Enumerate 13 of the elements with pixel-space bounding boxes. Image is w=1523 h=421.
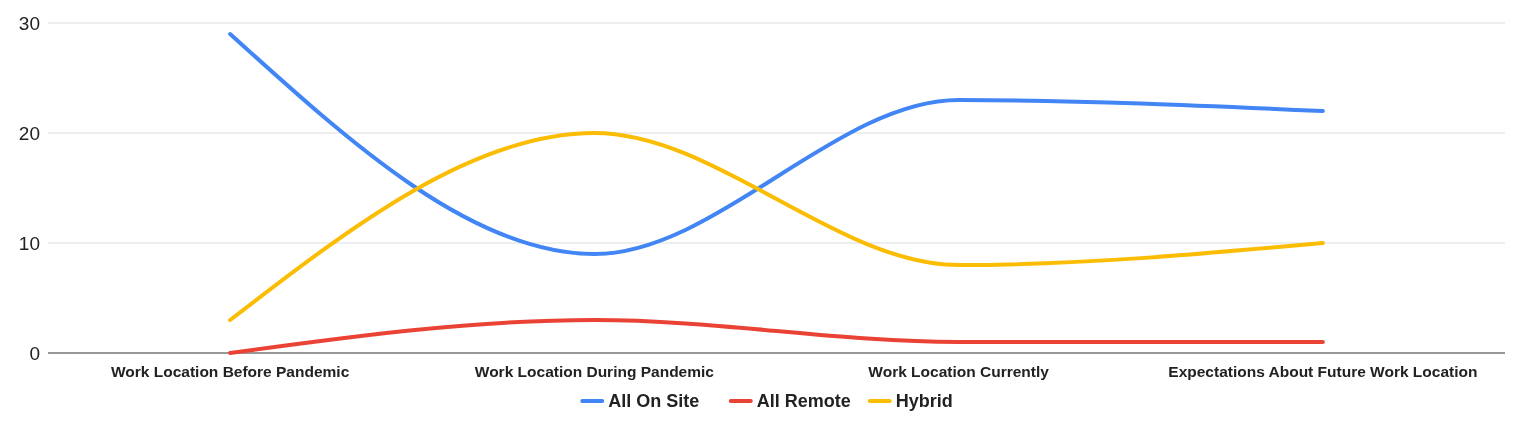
legend-label: Hybrid: [895, 391, 953, 412]
x-tick-label: Work Location During Pandemic: [474, 363, 715, 380]
x-tick-label: Work Location Currently: [868, 363, 1050, 380]
y-tick-label: 30: [18, 12, 40, 34]
line-series: [228, 32, 1325, 256]
legend-label: All Remote: [756, 391, 851, 412]
y-tick-label: 10: [18, 232, 40, 254]
x-tick-label: Work Location Before Pandemic: [110, 363, 350, 380]
y-tick-label: 20: [18, 122, 40, 144]
line-series: [228, 131, 1325, 322]
y-tick-label: 0: [29, 342, 40, 364]
legend-label: All On Site: [608, 391, 700, 412]
x-tick-label: Expectations About Future Work Location: [1168, 363, 1478, 380]
